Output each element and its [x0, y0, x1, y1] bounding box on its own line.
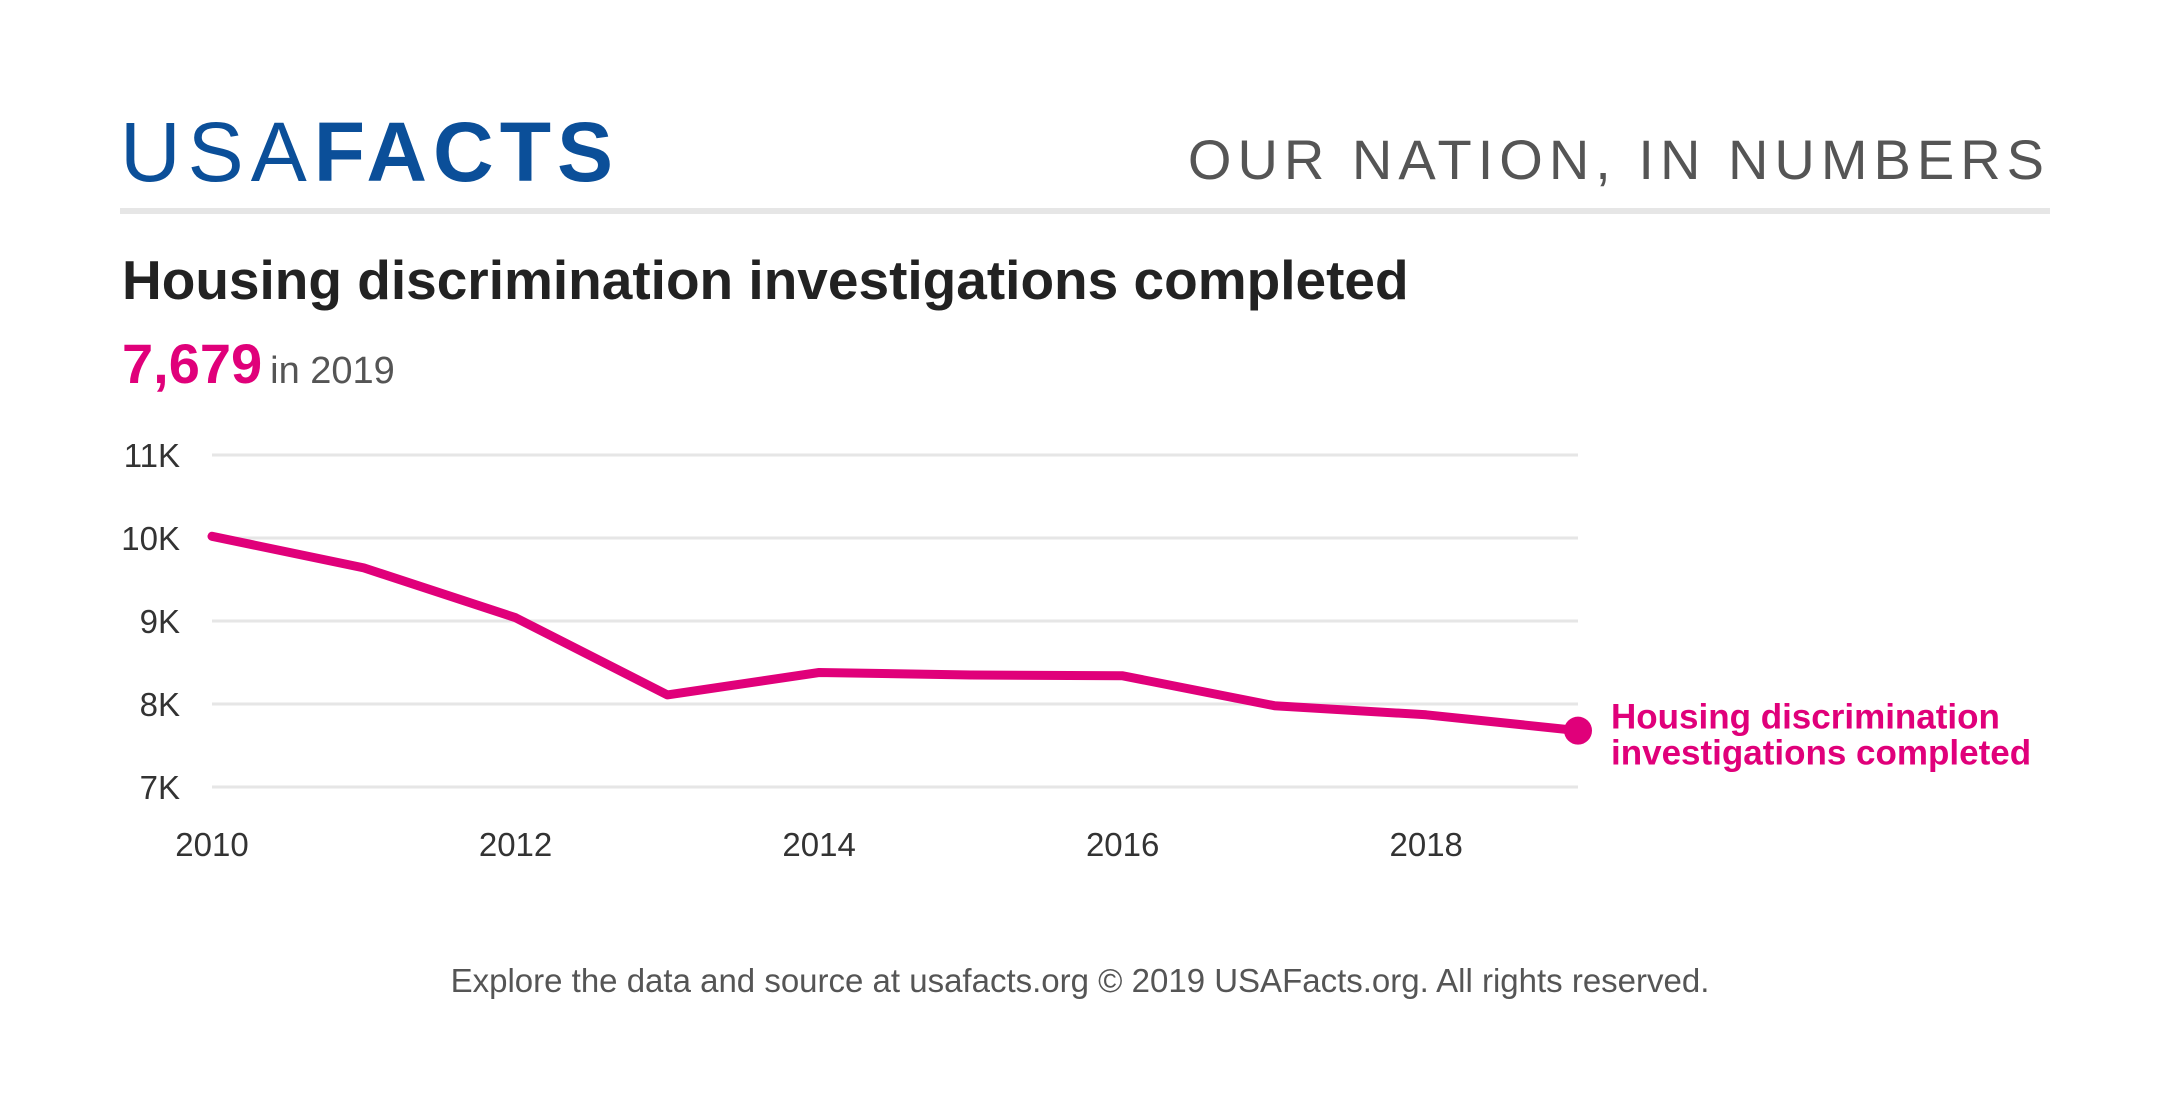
x-tick-label: 2018: [1390, 826, 1463, 863]
y-tick-label: 11K: [124, 437, 180, 474]
series-label-line: investigations completed: [1611, 734, 2031, 773]
y-axis: 7K 8K 9K 10K 11K: [121, 437, 180, 806]
usafacts-logo[interactable]: USAFACTS: [120, 110, 619, 194]
logo-text-light: USA: [120, 105, 314, 199]
x-tick-label: 2010: [175, 826, 248, 863]
y-tick-label: 10K: [121, 520, 180, 557]
grid-layer: [212, 453, 1578, 789]
series-label: Housing discrimination investigations com…: [1611, 698, 2031, 773]
logo-text-bold: FACTS: [313, 105, 620, 199]
series-label-line: Housing discrimination: [1611, 698, 2000, 737]
headline-stat: 7,679 in 2019: [122, 336, 395, 392]
x-axis: 2010 2012 2014 2016 2018: [175, 826, 1463, 863]
series-layer: Housing discrimination investigations com…: [207, 531, 2031, 773]
x-tick-label: 2014: [782, 826, 855, 863]
x-tick-label: 2012: [479, 826, 552, 863]
headline-value: 7,679: [122, 332, 263, 395]
y-tick-label: 8K: [140, 686, 180, 723]
y-tick-label: 9K: [140, 603, 180, 640]
headline-suffix: in 2019: [270, 350, 395, 392]
series-line: [207, 531, 1583, 736]
series-end-point: [1564, 716, 1592, 745]
x-tick-label: 2016: [1086, 826, 1159, 863]
y-tick-label: 7K: [140, 769, 180, 806]
header: USAFACTS OUR NATION, IN NUMBERS: [120, 110, 2050, 210]
chart-title: Housing discrimination investigations co…: [122, 249, 1409, 311]
footer-credit: Explore the data and source at usafacts.…: [450, 962, 1710, 999]
header-divider: [120, 208, 2050, 214]
tagline: OUR NATION, IN NUMBERS: [1187, 128, 2050, 191]
